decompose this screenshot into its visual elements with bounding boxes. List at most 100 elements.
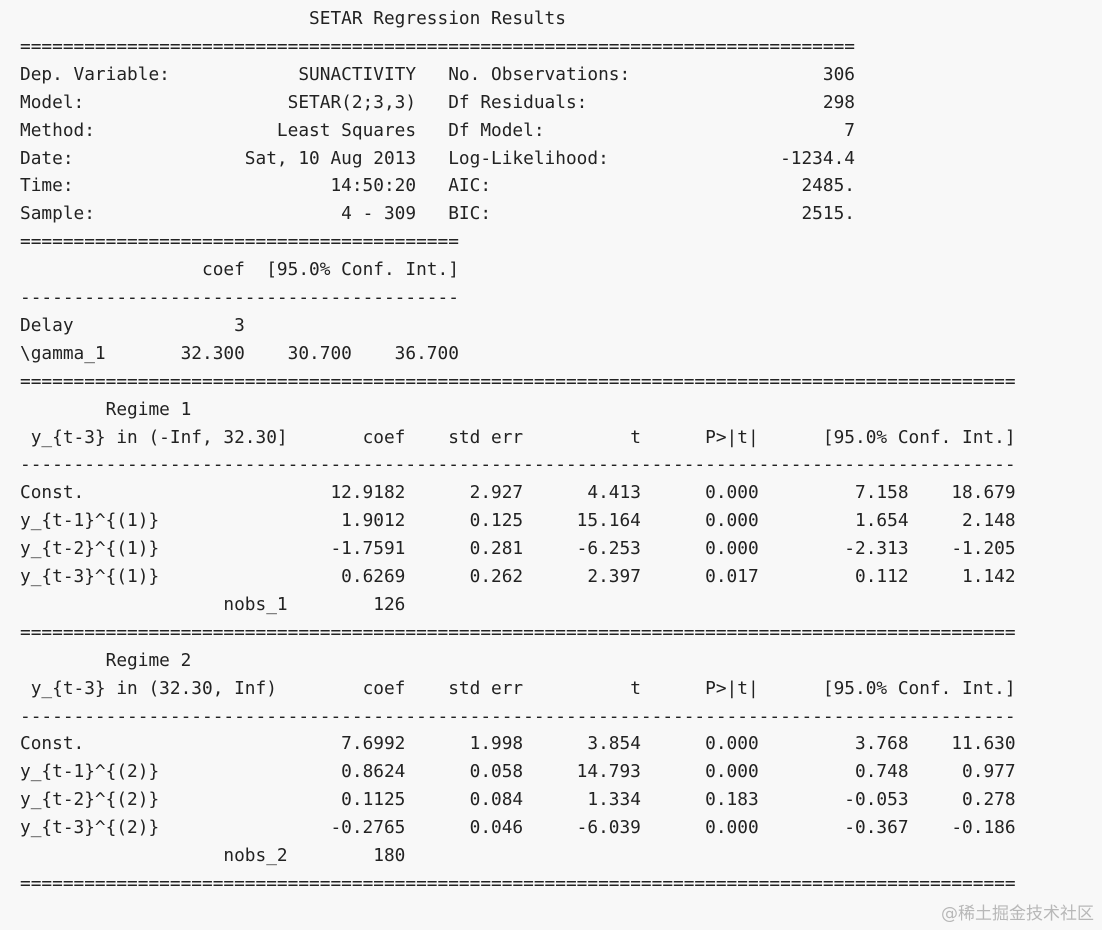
single-rule: ----------------------------------------… — [20, 454, 1016, 476]
summary-label: Model: — [20, 91, 85, 113]
cell-value: 3.854 — [587, 733, 641, 755]
cell-value: 0.262 — [469, 566, 524, 587]
cell-value: 0.046 — [469, 817, 524, 839]
cell-value: 0.8624 — [341, 761, 406, 783]
summary-value: 298 — [822, 91, 856, 113]
column-header: [95.0% Conf. Int.] — [822, 426, 1016, 448]
row-label: y_{t-1}^{(1)} — [20, 510, 160, 532]
regime-title: Regime 2 — [105, 649, 192, 671]
summary-value: Sat, 10 Aug 2013 — [244, 147, 417, 169]
nobs-value: 126 — [373, 593, 406, 615]
double-rule: ========================================… — [20, 872, 1016, 894]
cell-value: 12.9182 — [330, 482, 406, 504]
cell-value: 7.158 — [855, 482, 909, 504]
column-header: std err — [448, 677, 524, 699]
cell-value: -0.053 — [844, 789, 909, 811]
summary-label: Df Residuals: — [448, 91, 588, 113]
double-rule: ========================================… — [20, 621, 1016, 643]
summary-value: 2515. — [801, 203, 855, 225]
single-rule: ----------------------------------------… — [20, 705, 1016, 727]
cell-value: 3 — [234, 314, 245, 336]
summary-label: BIC: — [448, 203, 492, 225]
summary-label: Date: — [20, 147, 74, 169]
summary-label: No. Observations: — [448, 63, 631, 85]
row-label: y_{t-1}^{(2)} — [20, 761, 160, 783]
nobs-label: nobs_2 — [223, 845, 288, 866]
summary-label: Time: — [20, 175, 74, 197]
cell-value: -0.2765 — [330, 817, 406, 839]
regime-condition: y_{t-3} in (-Inf, 32.30] — [30, 426, 288, 448]
summary-value: SETAR(2;3,3) — [287, 91, 417, 113]
cell-value: -6.039 — [576, 817, 641, 839]
cell-value: 0.183 — [705, 789, 759, 811]
cell-value: 1.142 — [962, 566, 1016, 587]
cell-value: 11.630 — [951, 733, 1016, 755]
cell-value: 0.977 — [962, 761, 1016, 783]
cell-value: 0.281 — [469, 538, 524, 560]
column-header: t — [630, 426, 641, 448]
row-label: Const. — [20, 733, 85, 755]
cell-value: 0.112 — [855, 566, 909, 587]
cell-value: 2.397 — [587, 566, 641, 587]
summary-value: 306 — [822, 63, 856, 85]
cell-value: 4.413 — [587, 482, 641, 504]
cell-value: 1.998 — [469, 733, 524, 755]
cell-value: 15.164 — [576, 510, 641, 532]
summary-label: Method: — [20, 119, 95, 141]
row-label: Delay — [20, 314, 74, 336]
regime-condition: y_{t-3} in (32.30, Inf) — [30, 677, 277, 699]
summary-value: Least Squares — [276, 119, 417, 141]
cell-value: 0.6269 — [341, 566, 406, 587]
summary-value: -1234.4 — [780, 147, 855, 169]
cell-value: 0.278 — [962, 789, 1016, 811]
cell-value: -1.205 — [951, 538, 1016, 560]
cell-value: 30.700 — [287, 342, 352, 364]
cell-value: 0.084 — [469, 789, 524, 811]
cell-value: 0.1125 — [341, 789, 406, 811]
cell-value: -2.313 — [844, 538, 909, 560]
cell-value: 0.000 — [705, 482, 759, 504]
cell-value: 1.654 — [855, 510, 909, 532]
summary-value: 14:50:20 — [330, 175, 417, 197]
double-rule: ========================================… — [20, 370, 1016, 392]
cell-value: 14.793 — [576, 761, 641, 783]
column-header: P>|t| — [705, 677, 759, 699]
column-header: coef — [362, 426, 406, 448]
cell-value: 7.6992 — [341, 733, 406, 755]
summary-label: Df Model: — [448, 119, 545, 141]
cell-value: 0.748 — [855, 761, 909, 783]
cell-value: 18.679 — [951, 482, 1016, 504]
summary-value: 7 — [844, 119, 856, 141]
column-header: [95.0% Conf. Int.] — [822, 677, 1016, 699]
cell-value: 0.058 — [469, 761, 524, 783]
cell-value: 0.125 — [469, 510, 524, 532]
nobs-label: nobs_1 — [223, 593, 288, 615]
page-title: SETAR Regression Results — [309, 8, 566, 29]
summary-value: SUNACTIVITY — [298, 63, 417, 85]
cell-value: 2.148 — [962, 510, 1016, 532]
cell-value: 0.000 — [705, 761, 759, 783]
column-header: std err — [448, 426, 524, 448]
cell-value: 0.000 — [705, 733, 759, 755]
summary-label: Log-Likelihood: — [448, 147, 609, 169]
cell-value: -0.367 — [844, 817, 909, 839]
summary-label: AIC: — [448, 175, 492, 197]
row-label: y_{t-2}^{(2)} — [20, 789, 160, 811]
cell-value: -6.253 — [576, 538, 641, 560]
double-rule: ========================================… — [20, 35, 856, 57]
row-label: y_{t-3}^{(2)} — [20, 817, 160, 839]
cell-value: 0.000 — [705, 817, 759, 839]
single-rule: ----------------------------------------… — [20, 287, 459, 308]
row-label: y_{t-2}^{(1)} — [20, 538, 160, 560]
summary-label: Sample: — [20, 203, 95, 225]
regime-title: Regime 1 — [105, 398, 192, 420]
column-header: [95.0% Conf. Int.] — [266, 259, 459, 281]
summary-value: 2485. — [801, 175, 855, 197]
summary-value: 4 - 309 — [341, 203, 417, 225]
cell-value: 0.000 — [705, 538, 759, 560]
nobs-value: 180 — [373, 845, 406, 866]
row-label: \gamma_1 — [20, 342, 106, 364]
cell-value: 0.017 — [705, 566, 759, 587]
column-header: P>|t| — [705, 426, 759, 448]
row-label: y_{t-3}^{(1)} — [20, 566, 160, 587]
